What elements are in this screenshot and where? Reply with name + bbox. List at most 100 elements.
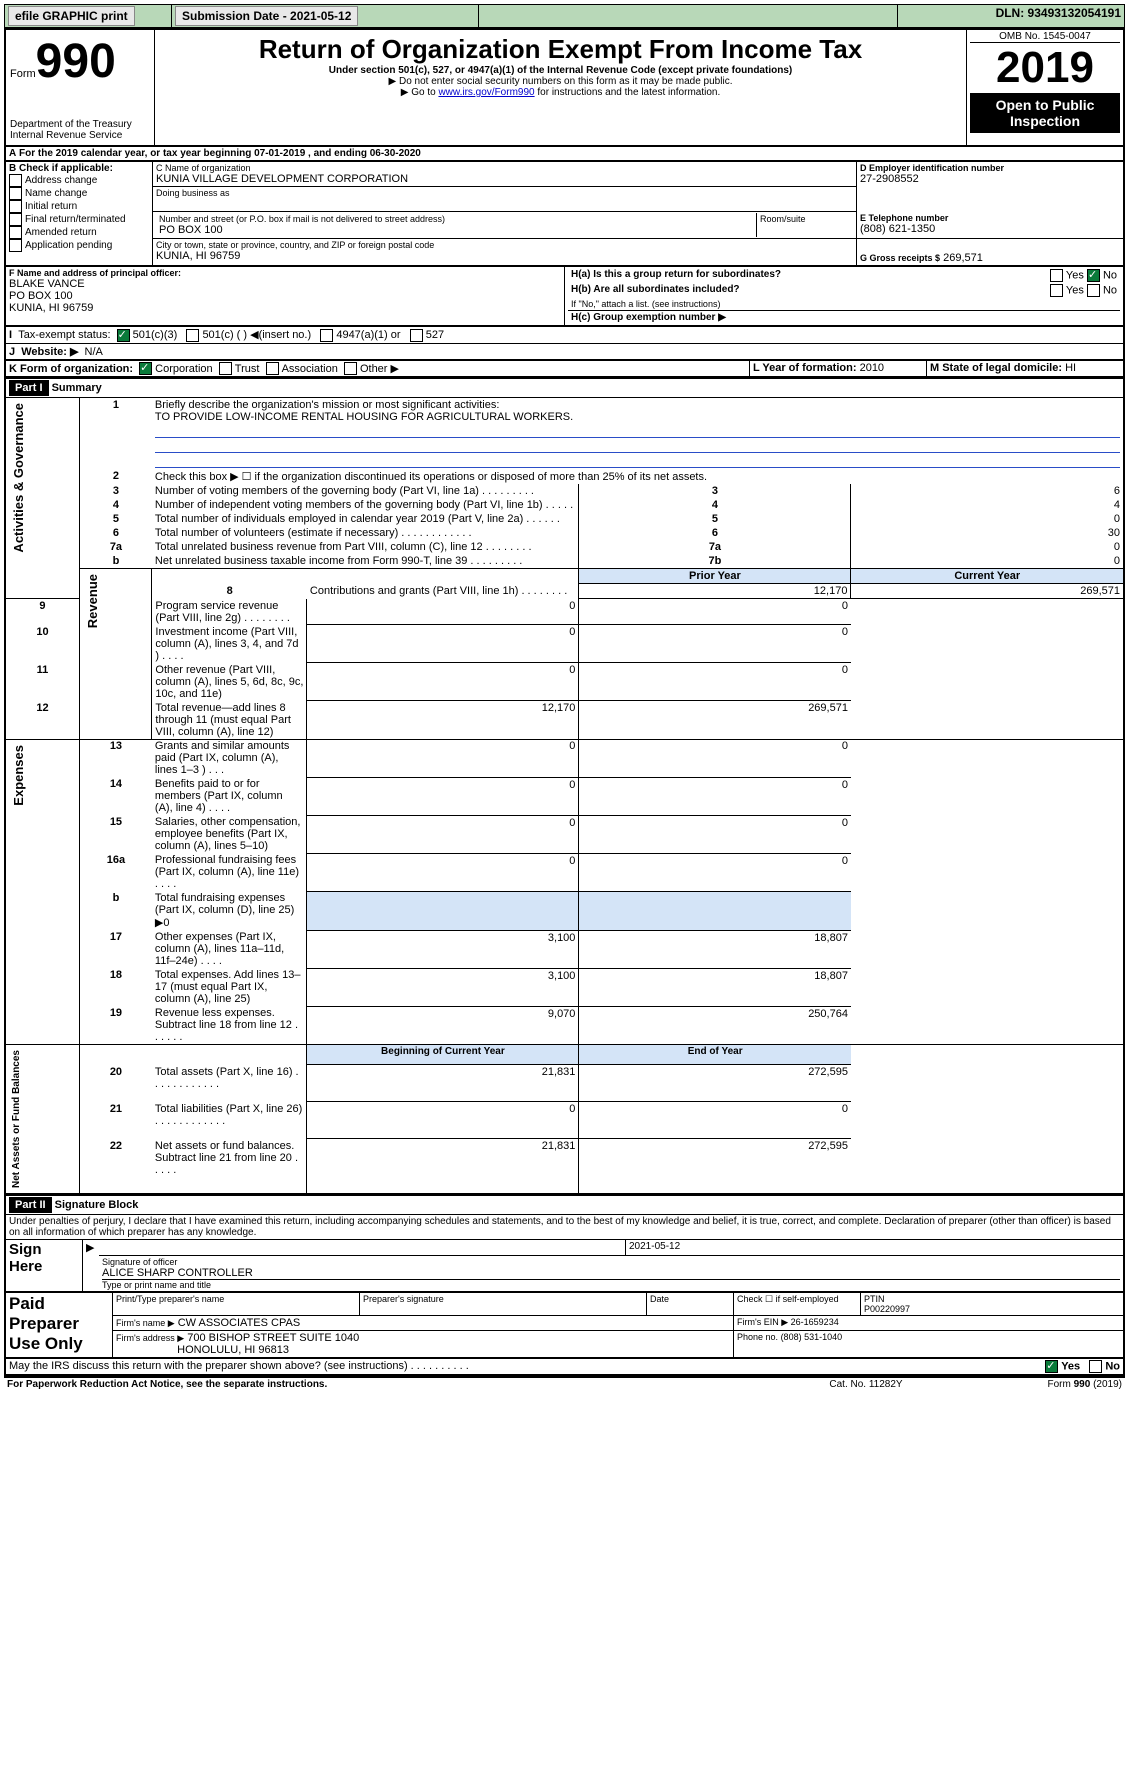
name-title-lbl: Type or print name and title bbox=[102, 1279, 1120, 1290]
sign-here: Sign Here bbox=[5, 1240, 83, 1292]
phone-lbl: Phone no. bbox=[737, 1332, 778, 1342]
name-title-val: ALICE SHARP CONTROLLER bbox=[102, 1267, 1120, 1279]
addr-label: Number and street (or P.O. box if mail i… bbox=[159, 214, 753, 224]
officer-addr1: PO BOX 100 bbox=[9, 290, 561, 302]
efile-btn[interactable]: efile GRAPHIC print bbox=[8, 6, 135, 26]
form-label: Form bbox=[10, 68, 36, 80]
phone-val: (808) 621-1350 bbox=[860, 223, 1120, 235]
line-l-val: 2010 bbox=[860, 362, 884, 374]
cb-hb-no[interactable] bbox=[1087, 284, 1100, 297]
firm-name-lbl: Firm's name ▶ bbox=[116, 1318, 175, 1328]
l1-text: Briefly describe the organization's miss… bbox=[155, 399, 499, 411]
line-i-label: Tax-exempt status: bbox=[18, 329, 110, 341]
box-f-label: F Name and address of principal officer: bbox=[9, 268, 561, 278]
cb-ha-yes[interactable] bbox=[1050, 269, 1063, 282]
dept-text: Department of the Treasury Internal Reve… bbox=[10, 119, 150, 141]
discuss-text: May the IRS discuss this return with the… bbox=[5, 1359, 937, 1375]
cb-discuss-yes[interactable] bbox=[1045, 1360, 1058, 1373]
part1-hdr: Part I bbox=[9, 380, 49, 396]
dba-label: Doing business as bbox=[156, 188, 853, 198]
box-c-label: C Name of organization bbox=[156, 163, 853, 173]
ha-label: H(a) Is this a group return for subordin… bbox=[571, 269, 781, 280]
cb-pending[interactable] bbox=[9, 239, 22, 252]
part2-title: Signature Block bbox=[55, 1199, 139, 1211]
cb-other[interactable] bbox=[344, 362, 357, 375]
website-val: N/A bbox=[85, 346, 103, 358]
org-name: KUNIA VILLAGE DEVELOPMENT CORPORATION bbox=[156, 173, 853, 185]
cb-final[interactable] bbox=[9, 213, 22, 226]
phone-val2: (808) 531-1040 bbox=[781, 1332, 843, 1342]
header-bar: efile GRAPHIC print Submission Date - 20… bbox=[4, 4, 1125, 28]
sig-date-val: 2021-05-12 bbox=[629, 1241, 680, 1252]
self-emp: Check ☐ if self-employed bbox=[734, 1293, 861, 1316]
l2-text: Check this box ▶ ☐ if the organization d… bbox=[152, 469, 1124, 484]
city-val: KUNIA, HI 96759 bbox=[156, 250, 853, 262]
pra-text: For Paperwork Reduction Act Notice, see … bbox=[4, 1377, 763, 1391]
cb-assoc[interactable] bbox=[266, 362, 279, 375]
note1: ▶ Do not enter social security numbers o… bbox=[159, 76, 962, 87]
cb-trust[interactable] bbox=[219, 362, 232, 375]
dln-text: DLN: 93493132054191 bbox=[898, 5, 1125, 28]
side-exp: Expenses bbox=[9, 741, 28, 810]
line-j-label: Website: ▶ bbox=[21, 346, 78, 358]
officer-addr2: KUNIA, HI 96759 bbox=[9, 302, 561, 314]
cb-527[interactable] bbox=[410, 329, 423, 342]
firm-addr-lbl: Firm's address ▶ bbox=[116, 1333, 184, 1343]
l1-val: TO PROVIDE LOW-INCOME RENTAL HOUSING FOR… bbox=[155, 411, 573, 423]
line-l-label: L Year of formation: bbox=[753, 362, 857, 374]
officer-name: BLAKE VANCE bbox=[9, 278, 561, 290]
line-k-label: K Form of organization: bbox=[9, 363, 133, 375]
cb-initial[interactable] bbox=[9, 200, 22, 213]
box-e-label: E Telephone number bbox=[860, 213, 1120, 223]
form990-link[interactable]: www.irs.gov/Form990 bbox=[438, 87, 534, 98]
firm-addr-val: 700 BISHOP STREET SUITE 1040 bbox=[187, 1332, 359, 1344]
prep-name-lbl: Print/Type preparer's name bbox=[113, 1293, 360, 1316]
room-label: Room/suite bbox=[757, 213, 854, 237]
boy-hdr: Beginning of Current Year bbox=[307, 1045, 579, 1065]
cb-amended[interactable] bbox=[9, 226, 22, 239]
note2: ▶ Go to www.irs.gov/Form990 for instruct… bbox=[159, 87, 962, 98]
side-ag: Activities & Governance bbox=[9, 399, 28, 557]
declaration: Under penalties of perjury, I declare th… bbox=[5, 1215, 1124, 1240]
ptin-lbl: PTIN bbox=[864, 1294, 885, 1304]
form-header: Form990 Department of the Treasury Inter… bbox=[4, 28, 1125, 147]
gross-val: 269,571 bbox=[943, 252, 983, 264]
form-subtitle: Under section 501(c), 527, or 4947(a)(1)… bbox=[159, 65, 962, 76]
open-public: Open to Public Inspection bbox=[970, 93, 1120, 133]
line-m-val: HI bbox=[1065, 362, 1076, 374]
cb-4947[interactable] bbox=[320, 329, 333, 342]
period-line: A For the 2019 calendar year, or tax yea… bbox=[5, 147, 1124, 161]
ein-val: 27-2908552 bbox=[860, 173, 1120, 185]
cb-name[interactable] bbox=[9, 187, 22, 200]
side-na: Net Assets or Fund Balances bbox=[9, 1046, 24, 1192]
prep-sig-lbl: Preparer's signature bbox=[360, 1293, 647, 1316]
cb-corp[interactable] bbox=[139, 362, 152, 375]
part2-hdr: Part II bbox=[9, 1197, 52, 1213]
part1-title: Summary bbox=[52, 382, 102, 394]
form-title: Return of Organization Exempt From Incom… bbox=[159, 34, 962, 65]
cb-501c[interactable] bbox=[186, 329, 199, 342]
current-hdr: Current Year bbox=[851, 569, 1124, 584]
hb-note: If "No," attach a list. (see instruction… bbox=[568, 298, 1120, 311]
submission-btn[interactable]: Submission Date - 2021-05-12 bbox=[175, 6, 358, 26]
tax-year: 2019 bbox=[970, 43, 1120, 93]
prior-hdr: Prior Year bbox=[579, 569, 851, 584]
city-label: City or town, state or province, country… bbox=[156, 240, 853, 250]
sig-officer-lbl: Signature of officer bbox=[102, 1257, 1120, 1267]
firm-ein-val: 26-1659234 bbox=[791, 1317, 839, 1327]
cb-hb-yes[interactable] bbox=[1050, 284, 1063, 297]
cb-address[interactable] bbox=[9, 174, 22, 187]
side-rev: Revenue bbox=[83, 570, 102, 632]
eoy-hdr: End of Year bbox=[579, 1045, 851, 1065]
cb-501c3[interactable] bbox=[117, 329, 130, 342]
cb-discuss-no[interactable] bbox=[1089, 1360, 1102, 1373]
org-block: B Check if applicable: Address change Na… bbox=[4, 162, 1125, 267]
box-g-label: G Gross receipts $ bbox=[860, 253, 940, 263]
hb-label: H(b) Are all subordinates included? bbox=[571, 284, 740, 295]
firm-addr-val2: HONOLULU, HI 96813 bbox=[177, 1344, 289, 1356]
hc-label: H(c) Group exemption number ▶ bbox=[571, 312, 726, 323]
box-d-label: D Employer identification number bbox=[860, 163, 1120, 173]
cb-ha-no[interactable] bbox=[1087, 269, 1100, 282]
addr-val: PO BOX 100 bbox=[159, 224, 753, 236]
firm-name-val: CW ASSOCIATES CPAS bbox=[178, 1317, 300, 1329]
